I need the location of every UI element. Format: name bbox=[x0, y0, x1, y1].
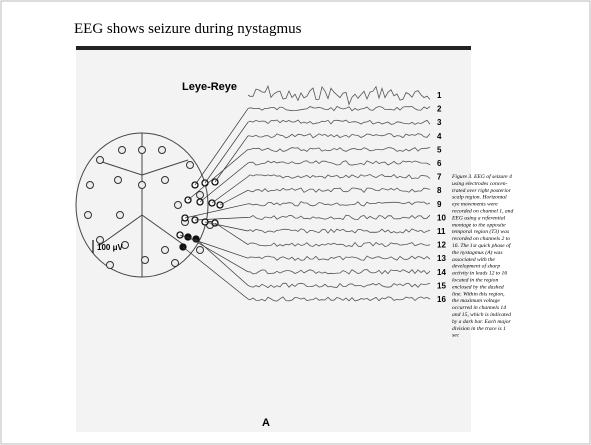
caption-line: eye movements were bbox=[452, 202, 498, 208]
electrode bbox=[115, 177, 122, 184]
channel-label: 12 bbox=[437, 241, 446, 250]
caption-line: trated over right posterior bbox=[452, 188, 512, 194]
channel-label: 3 bbox=[437, 118, 442, 127]
channel-label: 11 bbox=[437, 227, 446, 236]
caption-line: located in the region bbox=[452, 278, 498, 284]
electrode bbox=[175, 202, 182, 209]
channel-label: 7 bbox=[437, 173, 442, 182]
caption-line: scalp region. Horizontal bbox=[452, 195, 507, 201]
channel-label: 8 bbox=[437, 186, 442, 195]
channel-label: 4 bbox=[437, 132, 442, 141]
caption-line: using electrodes concen- bbox=[452, 181, 508, 187]
electrode bbox=[117, 212, 124, 219]
channel-label: 5 bbox=[437, 145, 442, 154]
caption-line: the maximum voltage bbox=[452, 298, 500, 304]
figure bbox=[76, 46, 471, 432]
slide-title: EEG shows seizure during nystagmus bbox=[74, 21, 302, 37]
electrode bbox=[172, 260, 179, 267]
caption-line: montage to the opposite bbox=[452, 222, 506, 228]
electrode bbox=[159, 147, 166, 154]
channel-label: 2 bbox=[437, 105, 442, 114]
caption-line: development of sharp bbox=[452, 263, 500, 270]
electrode bbox=[139, 147, 146, 154]
caption-line: activity in leads 12 to 16 bbox=[452, 271, 507, 277]
electrode bbox=[85, 212, 92, 219]
caption-line: recorded on channels 2 to bbox=[452, 236, 510, 242]
channel-label: 15 bbox=[437, 281, 446, 290]
channel-label: 1 bbox=[437, 91, 442, 100]
electrode bbox=[142, 257, 149, 264]
channel-label: 13 bbox=[437, 254, 446, 263]
caption-line: EEG using a referential bbox=[451, 214, 506, 221]
electrode bbox=[162, 247, 169, 254]
electrode bbox=[97, 157, 104, 164]
caption-line: by a dark bar. Each major bbox=[452, 319, 512, 325]
channel-label: 16 bbox=[437, 295, 446, 304]
panel-label: A bbox=[262, 417, 270, 429]
scale-label: 100 μV bbox=[97, 243, 123, 252]
caption-line: recorded on channel 1, and bbox=[452, 209, 513, 215]
caption-line: sec bbox=[452, 333, 460, 339]
trace-label: Leye-Reye bbox=[182, 81, 237, 93]
channel-label: 10 bbox=[437, 213, 446, 222]
caption-line: Figure 3. EEG of seizure 4 bbox=[451, 173, 512, 180]
electrode bbox=[187, 162, 194, 169]
electrode bbox=[162, 177, 169, 184]
electrode bbox=[197, 247, 204, 254]
figure-top-band bbox=[76, 46, 471, 50]
caption-line: and 15, which is indicated bbox=[452, 312, 511, 318]
caption-line: line. Within this region, bbox=[452, 291, 505, 297]
caption-line: division in the trace is 1 bbox=[452, 326, 506, 332]
electrode bbox=[119, 147, 126, 154]
slide: EEG shows seizure during nystagmus Leye-… bbox=[0, 0, 591, 445]
channel-label: 9 bbox=[437, 200, 442, 209]
caption-line: temporal region (T3) was bbox=[452, 228, 509, 235]
caption-line: the nystagmus (A) was bbox=[452, 249, 503, 256]
channel-label: 14 bbox=[437, 268, 446, 277]
caption-line: occurred in channels 14 bbox=[452, 305, 506, 311]
electrode bbox=[197, 192, 204, 199]
electrode bbox=[107, 262, 114, 269]
electrode bbox=[87, 182, 94, 189]
electrode bbox=[139, 182, 146, 189]
channel-label: 6 bbox=[437, 159, 442, 168]
caption-line: associated with the bbox=[452, 257, 495, 263]
caption-line: 16. The 1st quick phase of bbox=[452, 242, 512, 249]
caption-line: enclosed by the dashed bbox=[452, 284, 504, 290]
